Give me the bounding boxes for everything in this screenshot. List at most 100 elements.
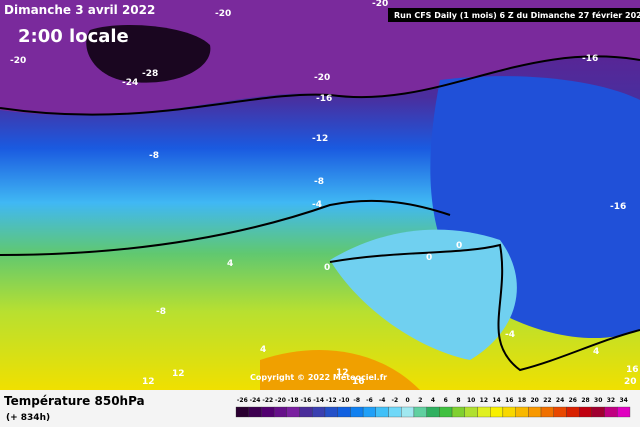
legend-swatch: [426, 406, 440, 418]
contour-label: -8: [314, 177, 324, 187]
legend-swatch: [490, 406, 504, 418]
legend-tick: 30: [594, 397, 602, 404]
legend-tick: 22: [543, 397, 551, 404]
legend-tick: 28: [581, 397, 589, 404]
legend-tick: -14: [313, 397, 324, 404]
contour-label: 12: [172, 369, 185, 379]
contour-label: -16: [582, 54, 598, 64]
legend-tick: -22: [262, 397, 273, 404]
run-box: [388, 8, 640, 22]
legend-swatch: [553, 406, 567, 418]
legend-swatch: [566, 406, 580, 418]
contour-label: -4: [505, 330, 515, 340]
warm-zone: [260, 350, 420, 390]
cold-core: [86, 25, 211, 83]
legend-tick: 2: [418, 397, 422, 404]
contour-label: 4: [260, 345, 266, 355]
legend-tick: -8: [353, 397, 360, 404]
legend-tick: 16: [505, 397, 513, 404]
legend-tick: 14: [492, 397, 500, 404]
contour-line: [0, 55, 640, 116]
date: Dimanche 3 avril 2022: [4, 3, 155, 17]
contour-label: -8: [149, 151, 159, 161]
contour-label: 4: [227, 259, 233, 269]
legend-tick: 18: [518, 397, 526, 404]
legend-swatch: [375, 406, 389, 418]
legend-tick: 32: [607, 397, 615, 404]
contour-label: -20: [372, 0, 388, 9]
legend-tick: -26: [237, 397, 248, 404]
contour-label: 16: [352, 377, 365, 387]
legend-tick: -16: [300, 397, 311, 404]
legend-tick: -2: [392, 397, 399, 404]
legend-swatch: [299, 406, 313, 418]
legend-swatch: [617, 406, 631, 418]
legend-tick: -24: [250, 397, 261, 404]
legend-swatch: [388, 406, 402, 418]
legend-tick: 34: [619, 397, 627, 404]
legend-tick: 20: [530, 397, 538, 404]
legend-swatch: [312, 406, 326, 418]
legend-tick: 6: [444, 397, 448, 404]
legend-swatch: [477, 406, 491, 418]
legend-tick: -20: [275, 397, 286, 404]
legend-swatch: [248, 406, 262, 418]
contour-label: -20: [10, 56, 26, 66]
legend-swatch: [273, 406, 287, 418]
contour-label: -20: [215, 9, 231, 19]
legend-tick: 4: [431, 397, 435, 404]
contour-label: 12: [336, 368, 349, 378]
legend-swatch: [362, 406, 376, 418]
legend-swatch: [261, 406, 275, 418]
contour-label: -16: [610, 202, 626, 212]
contour-label: 0: [456, 241, 462, 251]
contour-label: 20: [624, 377, 637, 387]
legend-swatch: [350, 406, 364, 418]
cool-zone: [330, 229, 517, 360]
legend-swatch: [337, 406, 351, 418]
copyright: Copyright © 2022 Meteociel.fr: [250, 373, 387, 382]
contour-label: -24: [122, 78, 138, 88]
contour-label: -12: [312, 134, 328, 144]
legend-tick: 8: [456, 397, 460, 404]
contour-line: [0, 199, 451, 256]
contour-label: 0: [426, 253, 432, 263]
contour-label: 4: [593, 347, 599, 357]
legend-tick: -6: [366, 397, 373, 404]
legend-swatch: [286, 406, 300, 418]
legend-swatch: [324, 406, 338, 418]
legend-tick: -18: [288, 397, 299, 404]
legend-swatch: [604, 406, 618, 418]
legend-tick: -10: [339, 397, 350, 404]
contour-label: 16: [626, 365, 639, 375]
legend-swatch: [401, 406, 415, 418]
contour-label: 0: [324, 263, 330, 273]
legend-swatch: [540, 406, 554, 418]
field-title: Température 850hPa: [4, 394, 145, 408]
contour-label: -20: [314, 73, 330, 83]
legend-tick: 26: [569, 397, 577, 404]
legend-swatch: [528, 406, 542, 418]
legend-swatch: [235, 406, 249, 418]
contour-label: -4: [312, 200, 322, 210]
lead-time: (+ 834h): [6, 413, 50, 423]
contour-label: -8: [156, 307, 166, 317]
legend-swatch: [515, 406, 529, 418]
legend-tick: -4: [379, 397, 386, 404]
legend-tick: 12: [480, 397, 488, 404]
run-info: Run CFS Daily (1 mois) 6 Z du Dimanche 2…: [394, 10, 640, 20]
legend-swatch: [591, 406, 605, 418]
legend-swatch: [502, 406, 516, 418]
contour-label: 12: [142, 377, 155, 387]
local-time: 2:00 locale: [18, 26, 129, 47]
legend-tick: -12: [326, 397, 337, 404]
contour-line: [329, 243, 640, 372]
legend-swatch: [579, 406, 593, 418]
legend-tick: 0: [405, 397, 409, 404]
legend-tick: 24: [556, 397, 564, 404]
legend-tick: 10: [467, 397, 475, 404]
legend-swatch: [451, 406, 465, 418]
legend-swatch: [413, 406, 427, 418]
legend-swatch: [464, 406, 478, 418]
